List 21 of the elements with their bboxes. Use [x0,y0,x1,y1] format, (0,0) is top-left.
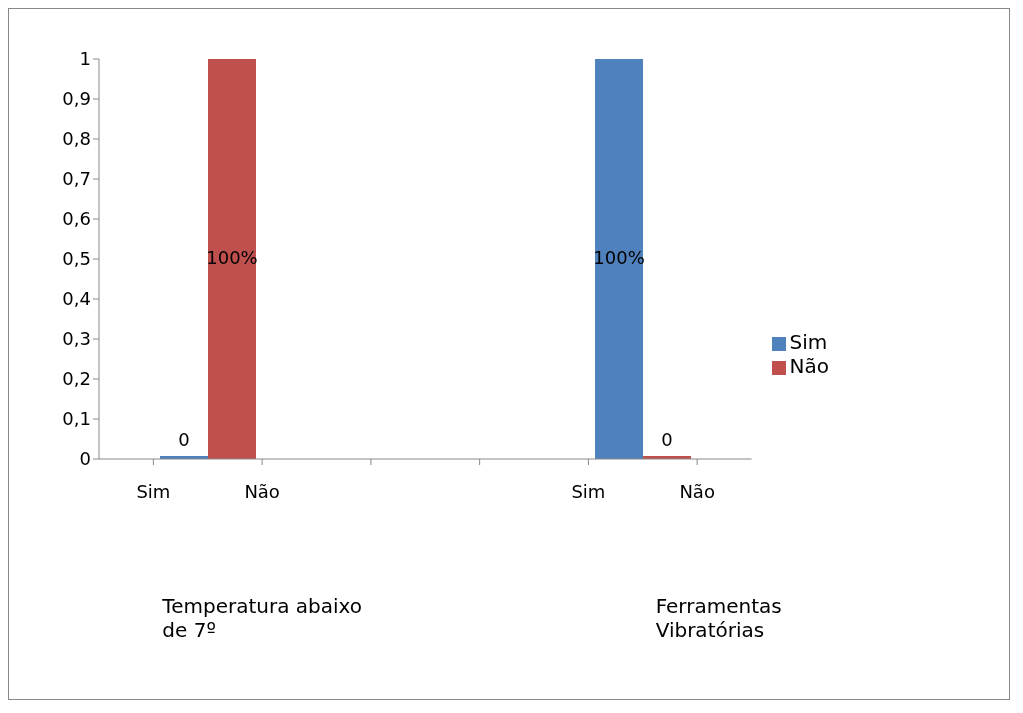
y-tick-label: 0,7 [62,168,91,190]
text: Ferramentas Vibratórias [655,594,783,642]
y-tick-label: 0,1 [62,408,91,430]
y-tick-label: 0,3 [62,328,91,350]
x-tick-label: Sim [136,480,171,502]
legend-label: Não [789,354,829,378]
y-tick-label: 0,9 [62,88,91,110]
y-tick-label: 0,6 [62,208,91,230]
y-tick-label: 0,4 [62,288,91,310]
y-tick-label: 1 [79,48,91,70]
y-tick-label: 0 [79,448,91,470]
x-tick-label: Não [244,480,280,502]
data-label: 0 [661,429,673,450]
x-tick-label: Não [679,480,715,502]
y-tick-label: 0,2 [62,368,91,390]
y-tick-label: 0,5 [62,248,91,270]
y-tick-label: 0,8 [62,128,91,150]
data-label: 0 [178,429,190,450]
text: Temperatura abaixo de 7º [162,594,363,642]
legend-label: Sim [789,330,828,354]
x-tick-label: Sim [571,480,606,502]
